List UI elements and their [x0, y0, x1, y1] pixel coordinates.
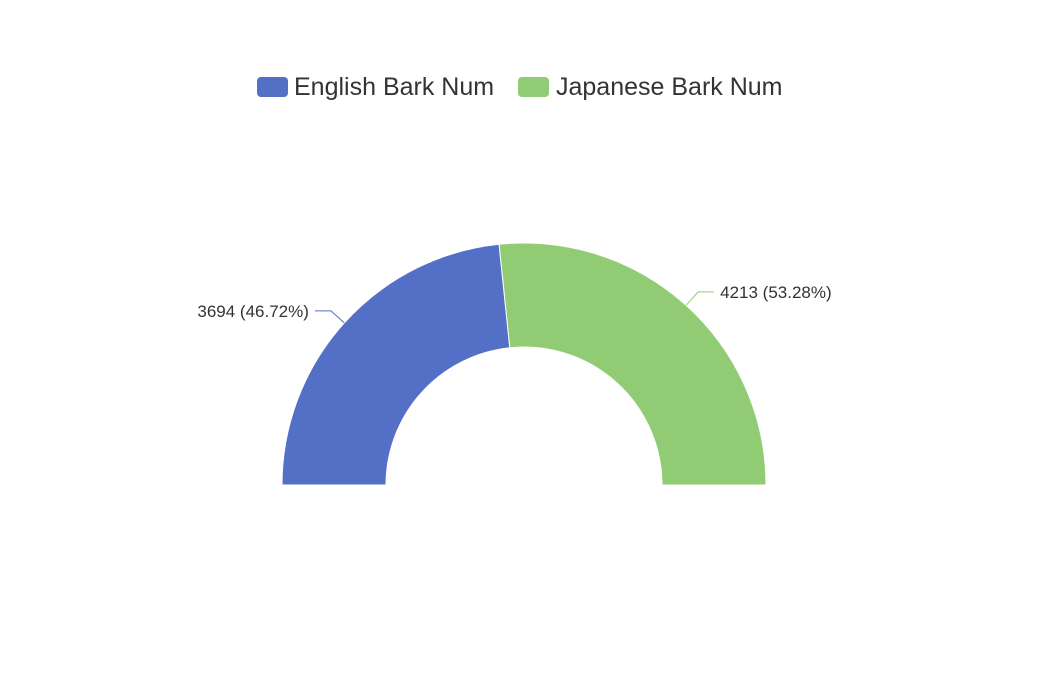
label-lines	[314, 291, 715, 324]
legend-swatch-japanese	[518, 77, 549, 97]
label-line-english	[314, 310, 345, 324]
label-line-japanese	[685, 291, 715, 306]
legend-label-japanese: Japanese Bark Num	[556, 73, 783, 101]
slice-label-english: 3694 (46.72%)	[197, 302, 309, 321]
slice-english[interactable]	[281, 243, 511, 486]
legend-item-japanese[interactable]: Japanese Bark Num	[518, 73, 783, 101]
slice-japanese[interactable]	[498, 242, 767, 486]
slice-labels: 3694 (46.72%) 4213 (53.28%)	[197, 283, 831, 321]
legend-item-english[interactable]: English Bark Num	[257, 73, 494, 101]
legend-swatch-english	[257, 77, 288, 97]
slices	[281, 242, 767, 486]
legend-label-english: English Bark Num	[294, 73, 494, 101]
legend: English Bark Num Japanese Bark Num	[257, 73, 783, 101]
slice-label-japanese: 4213 (53.28%)	[720, 283, 832, 302]
